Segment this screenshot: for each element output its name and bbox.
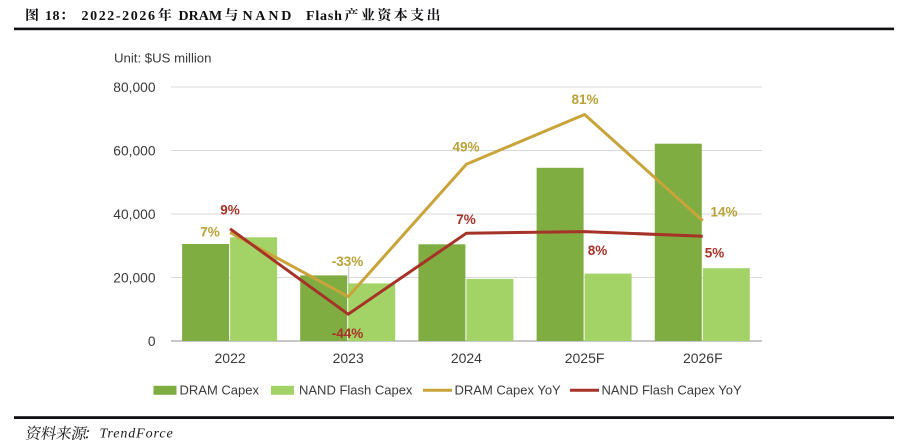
svg-text:DRAM: DRAM — [179, 9, 223, 24]
svg-text:60,000: 60,000 — [113, 143, 156, 158]
svg-text:2026F: 2026F — [683, 350, 723, 366]
svg-text:DRAM Capex: DRAM Capex — [180, 383, 260, 398]
svg-text:9%: 9% — [220, 203, 240, 218]
svg-text:14%: 14% — [710, 205, 737, 220]
svg-text:81%: 81% — [571, 92, 598, 107]
svg-text:TrendForce: TrendForce — [100, 427, 174, 442]
svg-text:7%: 7% — [456, 212, 476, 227]
svg-text:NAND: NAND — [243, 9, 295, 24]
svg-text:7%: 7% — [200, 225, 220, 240]
svg-text:0: 0 — [148, 334, 156, 349]
svg-text:-44%: -44% — [332, 326, 364, 341]
svg-text:NAND Flash Capex: NAND Flash Capex — [299, 383, 413, 398]
svg-text:DRAM Capex YoY: DRAM Capex YoY — [455, 383, 562, 398]
svg-text:2022-2026: 2022-2026 — [82, 9, 157, 24]
svg-text:Unit: $US million: Unit: $US million — [114, 51, 211, 66]
svg-text:80,000: 80,000 — [113, 80, 156, 95]
svg-text:20,000: 20,000 — [113, 270, 156, 285]
svg-text:Flash: Flash — [306, 9, 343, 24]
svg-text:2024: 2024 — [451, 350, 482, 366]
svg-text:18: 18 — [45, 9, 60, 24]
svg-text:49%: 49% — [452, 140, 479, 155]
svg-text:40,000: 40,000 — [113, 207, 156, 222]
svg-text:-33%: -33% — [332, 254, 364, 269]
svg-text:8%: 8% — [588, 243, 608, 258]
svg-text:2023: 2023 — [333, 350, 364, 366]
svg-text:5%: 5% — [705, 246, 725, 261]
svg-text:2022: 2022 — [215, 350, 246, 366]
svg-text:2025F: 2025F — [565, 350, 605, 366]
svg-text:NAND Flash Capex YoY: NAND Flash Capex YoY — [602, 383, 743, 398]
